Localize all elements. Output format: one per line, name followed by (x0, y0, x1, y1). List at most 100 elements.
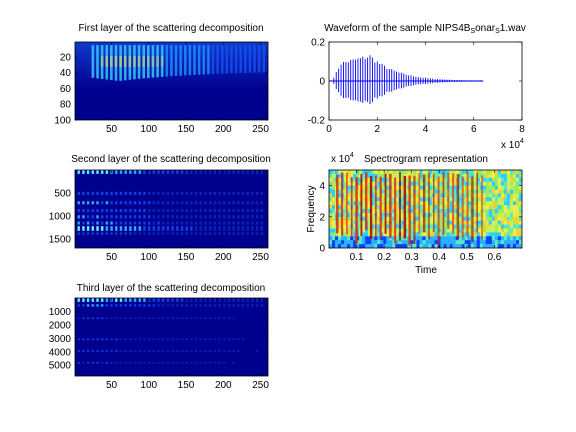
heatmap-cell (166, 191, 170, 195)
heatmap-cell (162, 226, 165, 231)
heatmap-cell (137, 45, 141, 79)
spectrogram-cell (362, 197, 366, 202)
spectrogram-cell (410, 185, 414, 190)
heatmap-cell (218, 191, 221, 195)
spectrogram-cell (341, 240, 345, 245)
spectrogram-cell (425, 177, 429, 182)
spectrogram-cell (353, 240, 357, 245)
spectrogram-cell (416, 205, 420, 210)
heatmap-cell (234, 45, 238, 74)
heatmap-cell (190, 304, 193, 307)
spectrogram-cell (464, 193, 468, 198)
heatmap-cell (251, 209, 254, 213)
spectrogram-cell (434, 209, 438, 214)
heatmap-cell (152, 201, 156, 205)
heatmap-cell (115, 298, 118, 302)
spectrogram-cell (416, 173, 420, 178)
spectrogram-cell (500, 232, 505, 237)
spectrogram-cell (401, 189, 405, 194)
x-tick-label: 100 (140, 380, 157, 391)
heatmap-cell (152, 361, 156, 364)
spectrogram-cell (374, 244, 378, 248)
heatmap-cell (124, 304, 127, 307)
spectrogram-cell (362, 220, 366, 225)
spectrogram-cell (419, 236, 423, 241)
spectrogram-cell (392, 185, 396, 190)
spectrogram-cell (410, 181, 414, 186)
heatmap-cell (77, 350, 80, 352)
spectrogram-cell (515, 181, 520, 186)
heatmap-cell (232, 298, 235, 302)
spectrogram-cell (353, 205, 357, 210)
spectrogram-cell (428, 209, 432, 214)
spectrogram-cell (476, 177, 480, 182)
heatmap-cell (180, 298, 184, 302)
heatmap-cell (166, 215, 170, 219)
spectrogram-cell (380, 228, 384, 233)
spectrogram-cell (416, 232, 420, 237)
heatmap-cell (147, 45, 150, 78)
spectrogram-cell (506, 232, 511, 237)
heatmap-cell (119, 209, 123, 213)
spectrogram-cell (380, 244, 384, 248)
spectrogram-cell (470, 170, 474, 175)
x-tick-label: 100 (140, 124, 157, 135)
spectrogram-cell (518, 197, 522, 202)
spectrogram-cell (410, 240, 414, 245)
spectrogram-cell (515, 177, 520, 182)
x-tick-label: 100 (140, 252, 157, 263)
spectrogram-cell (446, 228, 450, 233)
heatmap-cell (223, 209, 226, 213)
heatmap-cell (138, 361, 141, 364)
spectrogram-cell (500, 193, 505, 198)
spectrogram-cell (449, 212, 453, 217)
spectrogram-cell (392, 244, 396, 248)
spectrogram-cell (470, 244, 474, 248)
spectrogram-cell (518, 240, 522, 245)
spectrogram-cell (425, 224, 429, 229)
heatmap-cell (100, 170, 104, 174)
spectrogram-call (456, 174, 460, 239)
spectrogram-ylabel: Frequency (306, 185, 317, 232)
heatmap-cell (248, 45, 252, 73)
spectrogram-cell (410, 232, 414, 237)
heatmap-cell (110, 201, 113, 205)
spectrogram-cell (467, 240, 471, 245)
spectrogram-cell (491, 173, 496, 178)
heatmap-cell (251, 215, 254, 219)
spectrogram-cell (491, 201, 496, 206)
heatmap-cell (86, 201, 90, 205)
heatmap-cell (82, 317, 85, 320)
heatmap-cell (237, 191, 240, 195)
heatmap-cell (82, 191, 85, 195)
heatmap-cell (110, 232, 113, 235)
heatmap-cell (237, 304, 240, 307)
spectrogram-call (422, 174, 426, 233)
heatmap-cell (91, 317, 95, 320)
heatmap-cell (179, 45, 182, 76)
spectrogram-cell (467, 224, 471, 229)
heatmap-cell (105, 201, 109, 205)
spectrogram-call (408, 175, 411, 246)
heatmap-cell (96, 191, 99, 195)
heatmap-cell (232, 221, 235, 225)
spectrogram-cell (368, 244, 372, 248)
spectrogram-cell (488, 177, 493, 182)
third-layer-frame (74, 297, 269, 377)
spectrogram-cell (332, 205, 336, 210)
heatmap-cell (176, 215, 179, 219)
heatmap-cell (171, 191, 174, 195)
heatmap-cell (255, 304, 259, 307)
spectrogram-cell (380, 193, 384, 198)
spectrogram-cell (509, 228, 514, 233)
spectrogram-cell (332, 209, 336, 214)
heatmap-cell (77, 304, 80, 307)
spectrogram-cell (431, 236, 435, 241)
heatmap-cell (260, 170, 264, 174)
spectrogram-cell (353, 185, 357, 190)
heatmap-cell (91, 338, 95, 341)
spectrogram-cell (497, 201, 502, 206)
spectrogram-cell (371, 177, 375, 182)
spectrogram-cell (503, 216, 508, 221)
heatmap-cell (143, 170, 146, 174)
